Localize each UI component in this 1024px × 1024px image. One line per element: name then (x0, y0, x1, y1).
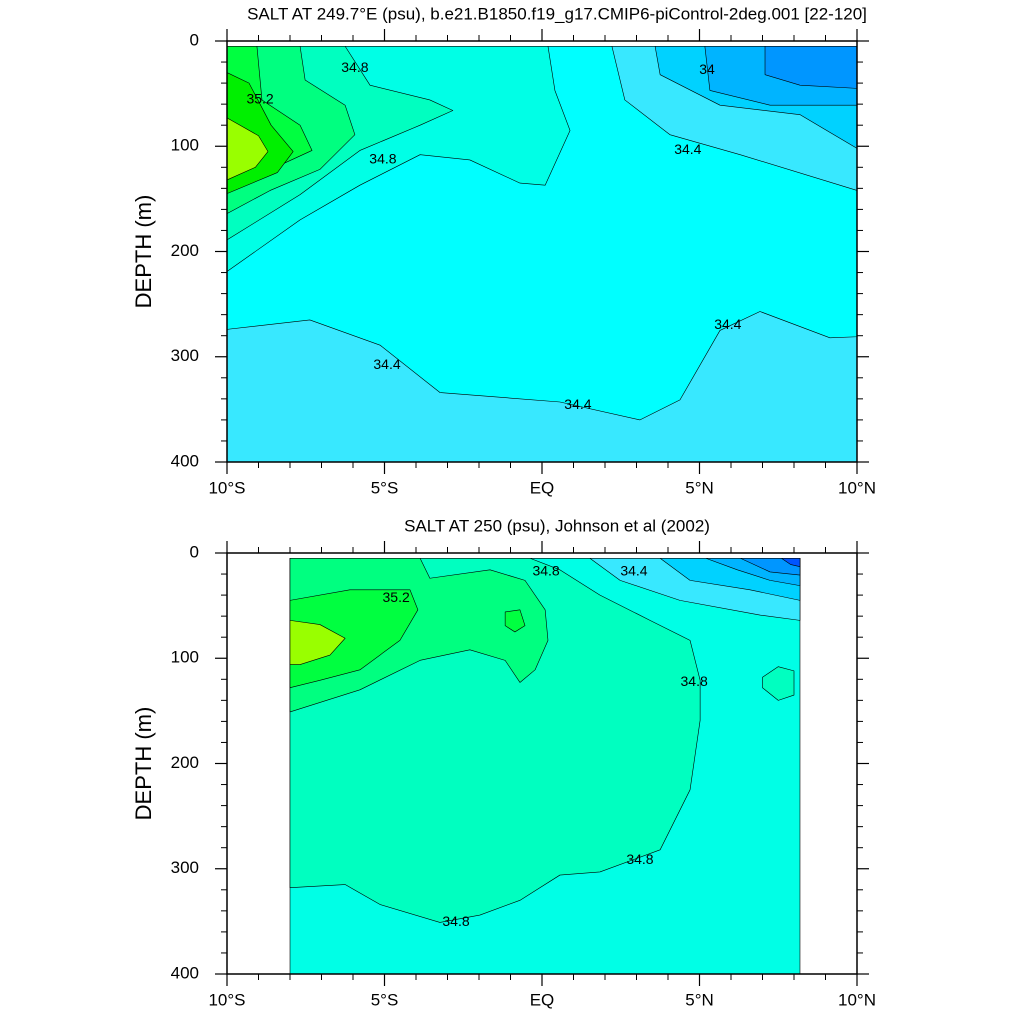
contour-region (740, 557, 801, 576)
contour-label: 34.4 (620, 563, 647, 579)
x-tick-label: 5°N (685, 478, 714, 497)
contour-panel: 34.8 35.2 34.8 34 34.4 34.4 34.4 34.4 10°S 5°S EQ 5… (131, 4, 876, 497)
contour-label: 34.8 (681, 673, 708, 689)
chart-title: SALT AT 249.7°E (psu), b.e21.B1850.f19_g… (247, 4, 867, 23)
contour-label: 34.8 (341, 59, 368, 75)
contour-label: 35.2 (246, 91, 273, 107)
contour-label: 34.8 (626, 851, 653, 867)
x-tick-label: 10°N (838, 990, 876, 1009)
y-tick-label: 0 (190, 542, 199, 561)
y-tick-label: 400 (171, 451, 199, 470)
x-tick-label: 10°S (208, 478, 245, 497)
y-tick-label: 300 (171, 346, 199, 365)
contour-label: 34.4 (564, 396, 591, 412)
contour-label: 34.8 (369, 151, 396, 167)
contour-label: 34.4 (674, 141, 701, 157)
contour-region (289, 589, 419, 689)
y-tick-label: 400 (171, 963, 199, 982)
x-tick-label: EQ (530, 990, 555, 1009)
y-tick-label: 200 (171, 241, 199, 260)
contour-region (504, 609, 526, 633)
y-tick-label: 300 (171, 858, 199, 877)
contour-region (289, 620, 346, 665)
contour-label: 34.4 (714, 316, 741, 332)
x-tick-label: 5°S (371, 990, 399, 1009)
y-axis-title: DEPTH (m) (131, 707, 156, 821)
x-tick-label: 10°S (208, 990, 245, 1009)
x-tick-label: EQ (530, 478, 555, 497)
y-tick-label: 100 (171, 136, 199, 155)
contour-label: 34.8 (442, 913, 469, 929)
contour-label: 34 (699, 61, 715, 77)
chart-title: SALT AT 250 (psu), Johnson et al (2002) (404, 516, 710, 535)
contour-panel: 34.8 34.4 35.2 34.8 34.8 34.8 10°S 5°S EQ 5°N 10°N… (131, 516, 876, 1009)
contour-label: 34.4 (373, 356, 400, 372)
x-tick-label: 5°N (685, 990, 714, 1009)
contour-region (781, 557, 801, 567)
y-tick-label: 200 (171, 753, 199, 772)
contour-region (762, 666, 795, 701)
contour-label: 35.2 (383, 589, 410, 605)
contour-region (764, 45, 858, 89)
x-tick-label: 10°N (838, 478, 876, 497)
contour-label: 34.8 (532, 563, 559, 579)
y-axis-title: DEPTH (m) (131, 195, 156, 309)
y-tick-label: 0 (190, 30, 199, 49)
x-tick-label: 5°S (371, 478, 399, 497)
y-tick-label: 100 (171, 648, 199, 667)
